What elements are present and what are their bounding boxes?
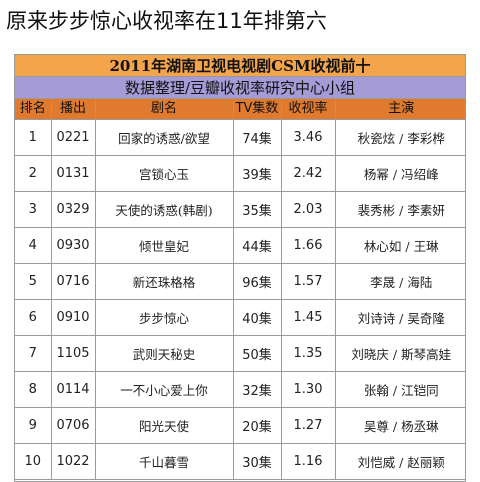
air-date-cell: 1105 [51,335,96,372]
table-body: 1 0221 回家的诱惑/欲望 74集 3.46 秋瓷炫 / 李彩桦 2 0131 宫锁心玉 39… [15,119,465,480]
air-date-cell: 0706 [51,407,96,444]
ratings-table: 排名 播出 剧名 TV集数 收视率 主演 1 0221 回家的诱惑/欲望 74集 3.4… [15,99,465,480]
rank-cell: 7 [15,335,52,372]
drama-title-cell: 新还珠格格 [95,263,234,300]
rating-cell: 3.46 [281,119,336,156]
cast-cell: 张翰 / 江铠同 [335,371,465,408]
episodes-cell: 32集 [233,371,282,408]
cast-cell: 刘晓庆 / 斯琴高娃 [335,335,465,372]
header-cast: 主演 [335,99,465,120]
drama-title-cell: 回家的诱惑/欲望 [95,119,234,156]
episodes-cell: 35集 [233,191,282,228]
table-row: 2 0131 宫锁心玉 39集 2.42 杨幂 / 冯绍峰 [15,155,465,192]
table-row: 5 0716 新还珠格格 96集 1.57 李晟 / 海陆 [15,263,465,300]
header-rating: 收视率 [281,99,336,120]
cast-cell: 李晟 / 海陆 [335,263,465,300]
rank-cell: 9 [15,407,52,444]
episodes-cell: 44集 [233,227,282,264]
episodes-cell: 30集 [233,443,282,480]
table-row: 9 0706 阳光天使 20集 1.27 吴尊 / 杨丞琳 [15,407,465,444]
rating-cell: 2.03 [281,191,336,228]
rank-cell: 10 [15,443,52,480]
rating-cell: 2.42 [281,155,336,192]
cast-cell: 吴尊 / 杨丞琳 [335,407,465,444]
drama-title-cell: 宫锁心玉 [95,155,234,192]
air-date-cell: 0329 [51,191,96,228]
air-date-cell: 1022 [51,443,96,480]
drama-title-cell: 倾世皇妃 [95,227,234,264]
table-row: 4 0930 倾世皇妃 44集 1.66 林心如 / 王琳 [15,227,465,264]
episodes-cell: 40集 [233,299,282,336]
episodes-cell: 50集 [233,335,282,372]
cast-cell: 裴秀彬 / 李素妍 [335,191,465,228]
header-air-date: 播出 [51,99,96,120]
drama-title-cell: 步步惊心 [95,299,234,336]
drama-title-cell: 一不小心爱上你 [95,371,234,408]
header-drama: 剧名 [95,99,234,120]
rank-cell: 2 [15,155,52,192]
page-headline: 原来步步惊心收视率在11年排第六 [6,9,327,33]
air-date-cell: 0114 [51,371,96,408]
drama-title-cell: 千山暮雪 [95,443,234,480]
rating-cell: 1.16 [281,443,336,480]
ratings-table-panel: 2011年湖南卫视电视剧CSM收视前十 数据整理/豆瓣收视率研究中心小组 排名 … [14,54,466,482]
episodes-cell: 96集 [233,263,282,300]
table-row: 1 0221 回家的诱惑/欲望 74集 3.46 秋瓷炫 / 李彩桦 [15,119,465,156]
air-date-cell: 0131 [51,155,96,192]
episodes-cell: 39集 [233,155,282,192]
rank-cell: 5 [15,263,52,300]
rating-cell: 1.45 [281,299,336,336]
rating-cell: 1.57 [281,263,336,300]
table-row: 6 0910 步步惊心 40集 1.45 刘诗诗 / 吴奇隆 [15,299,465,336]
episodes-cell: 74集 [233,119,282,156]
air-date-cell: 0930 [51,227,96,264]
drama-title-cell: 武则天秘史 [95,335,234,372]
table-title: 2011年湖南卫视电视剧CSM收视前十 [15,55,465,77]
rank-cell: 6 [15,299,52,336]
header-episodes: TV集数 [233,99,282,120]
rating-cell: 1.27 [281,407,336,444]
rank-cell: 3 [15,191,52,228]
air-date-cell: 0221 [51,119,96,156]
table-subtitle: 数据整理/豆瓣收视率研究中心小组 [15,77,465,99]
episodes-cell: 20集 [233,407,282,444]
air-date-cell: 0910 [51,299,96,336]
table-row: 3 0329 天使的诱惑(韩剧) 35集 2.03 裴秀彬 / 李素妍 [15,191,465,228]
cast-cell: 林心如 / 王琳 [335,227,465,264]
cast-cell: 刘恺威 / 赵丽颖 [335,443,465,480]
rating-cell: 1.35 [281,335,336,372]
rank-cell: 4 [15,227,52,264]
rating-cell: 1.30 [281,371,336,408]
table-row: 7 1105 武则天秘史 50集 1.35 刘晓庆 / 斯琴高娃 [15,335,465,372]
drama-title-cell: 天使的诱惑(韩剧) [95,191,234,228]
rating-cell: 1.66 [281,227,336,264]
table-row: 8 0114 一不小心爱上你 32集 1.30 张翰 / 江铠同 [15,371,465,408]
drama-title-cell: 阳光天使 [95,407,234,444]
table-header-row: 排名 播出 剧名 TV集数 收视率 主演 [15,99,465,120]
cast-cell: 秋瓷炫 / 李彩桦 [335,119,465,156]
air-date-cell: 0716 [51,263,96,300]
rank-cell: 1 [15,119,52,156]
rank-cell: 8 [15,371,52,408]
header-rank: 排名 [15,99,52,120]
cast-cell: 刘诗诗 / 吴奇隆 [335,299,465,336]
table-row: 10 1022 千山暮雪 30集 1.16 刘恺威 / 赵丽颖 [15,443,465,480]
cast-cell: 杨幂 / 冯绍峰 [335,155,465,192]
